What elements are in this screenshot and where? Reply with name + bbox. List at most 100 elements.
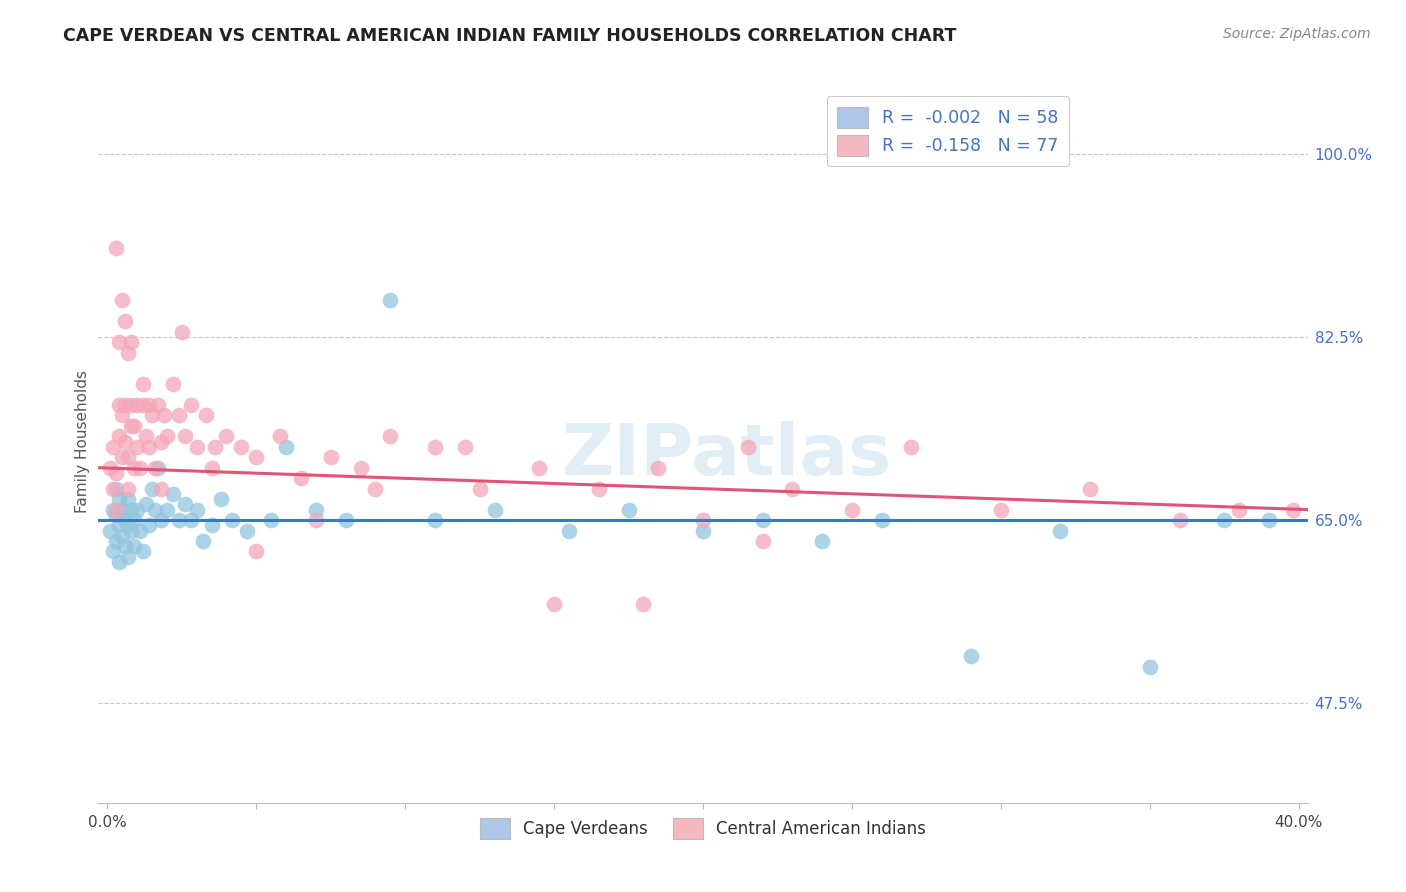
Point [120,398,142,412]
Point [117,549,139,564]
Point [141,482,163,496]
Point [162,487,184,501]
Point [117,450,139,465]
Point [167,409,190,423]
Point [647,460,669,475]
Point [114,539,136,553]
Point [127,440,149,454]
Point [1213,513,1236,527]
Point [103,482,125,496]
Point [138,440,160,454]
Point [180,513,202,527]
Point [114,513,136,527]
Point [143,460,166,475]
Point [1168,513,1191,527]
Text: ZIPatlas: ZIPatlas [562,422,893,491]
Point [120,418,142,433]
Point [138,398,160,412]
Point [245,544,267,558]
Point [132,398,155,412]
Point [132,376,155,391]
Point [335,513,357,527]
Text: Source: ZipAtlas.com: Source: ZipAtlas.com [1223,27,1371,41]
Point [841,502,863,516]
Point [105,508,128,522]
Point [111,409,134,423]
Point [173,429,195,443]
Point [162,376,184,391]
Point [114,434,136,449]
Point [143,502,166,516]
Point [186,440,208,454]
Point [468,482,491,496]
Point [138,518,160,533]
Point [617,502,640,516]
Point [215,429,238,443]
Point [111,293,134,308]
Point [527,460,550,475]
Point [156,429,179,443]
Point [692,513,714,527]
Point [204,440,226,454]
Point [129,460,152,475]
Point [146,460,169,475]
Point [167,513,190,527]
Point [558,524,581,538]
Point [108,398,131,412]
Point [122,460,145,475]
Point [633,597,655,611]
Point [231,440,253,454]
Point [129,524,152,538]
Point [103,502,125,516]
Point [141,409,163,423]
Point [114,398,136,412]
Point [114,314,136,328]
Point [543,597,565,611]
Point [380,293,402,308]
Point [200,460,222,475]
Point [108,492,131,507]
Point [108,334,131,349]
Point [153,409,176,423]
Point [122,513,145,527]
Point [260,513,283,527]
Point [900,440,922,454]
Point [149,482,172,496]
Point [380,429,402,443]
Point [1139,659,1161,673]
Point [117,345,139,359]
Point [1257,513,1279,527]
Point [170,325,193,339]
Point [117,518,139,533]
Point [221,513,243,527]
Text: CAPE VERDEAN VS CENTRAL AMERICAN INDIAN FAMILY HOUSEHOLDS CORRELATION CHART: CAPE VERDEAN VS CENTRAL AMERICAN INDIAN … [63,27,956,45]
Point [305,513,328,527]
Point [98,460,121,475]
Point [349,460,371,475]
Point [200,518,222,533]
Point [737,440,759,454]
Point [1281,502,1303,516]
Point [751,534,773,549]
Point [423,513,446,527]
Point [173,497,195,511]
Point [120,334,142,349]
Point [117,482,139,496]
Point [105,241,128,255]
Point [122,418,145,433]
Legend: Cape Verdeans, Central American Indians: Cape Verdeans, Central American Indians [470,808,936,848]
Point [149,434,172,449]
Point [135,429,157,443]
Point [146,398,169,412]
Point [105,534,128,549]
Point [122,539,145,553]
Point [132,544,155,558]
Point [1049,524,1071,538]
Point [423,440,446,454]
Point [290,471,312,485]
Point [111,502,134,516]
Point [186,502,208,516]
Point [751,513,773,527]
Point [245,450,267,465]
Point [105,466,128,480]
